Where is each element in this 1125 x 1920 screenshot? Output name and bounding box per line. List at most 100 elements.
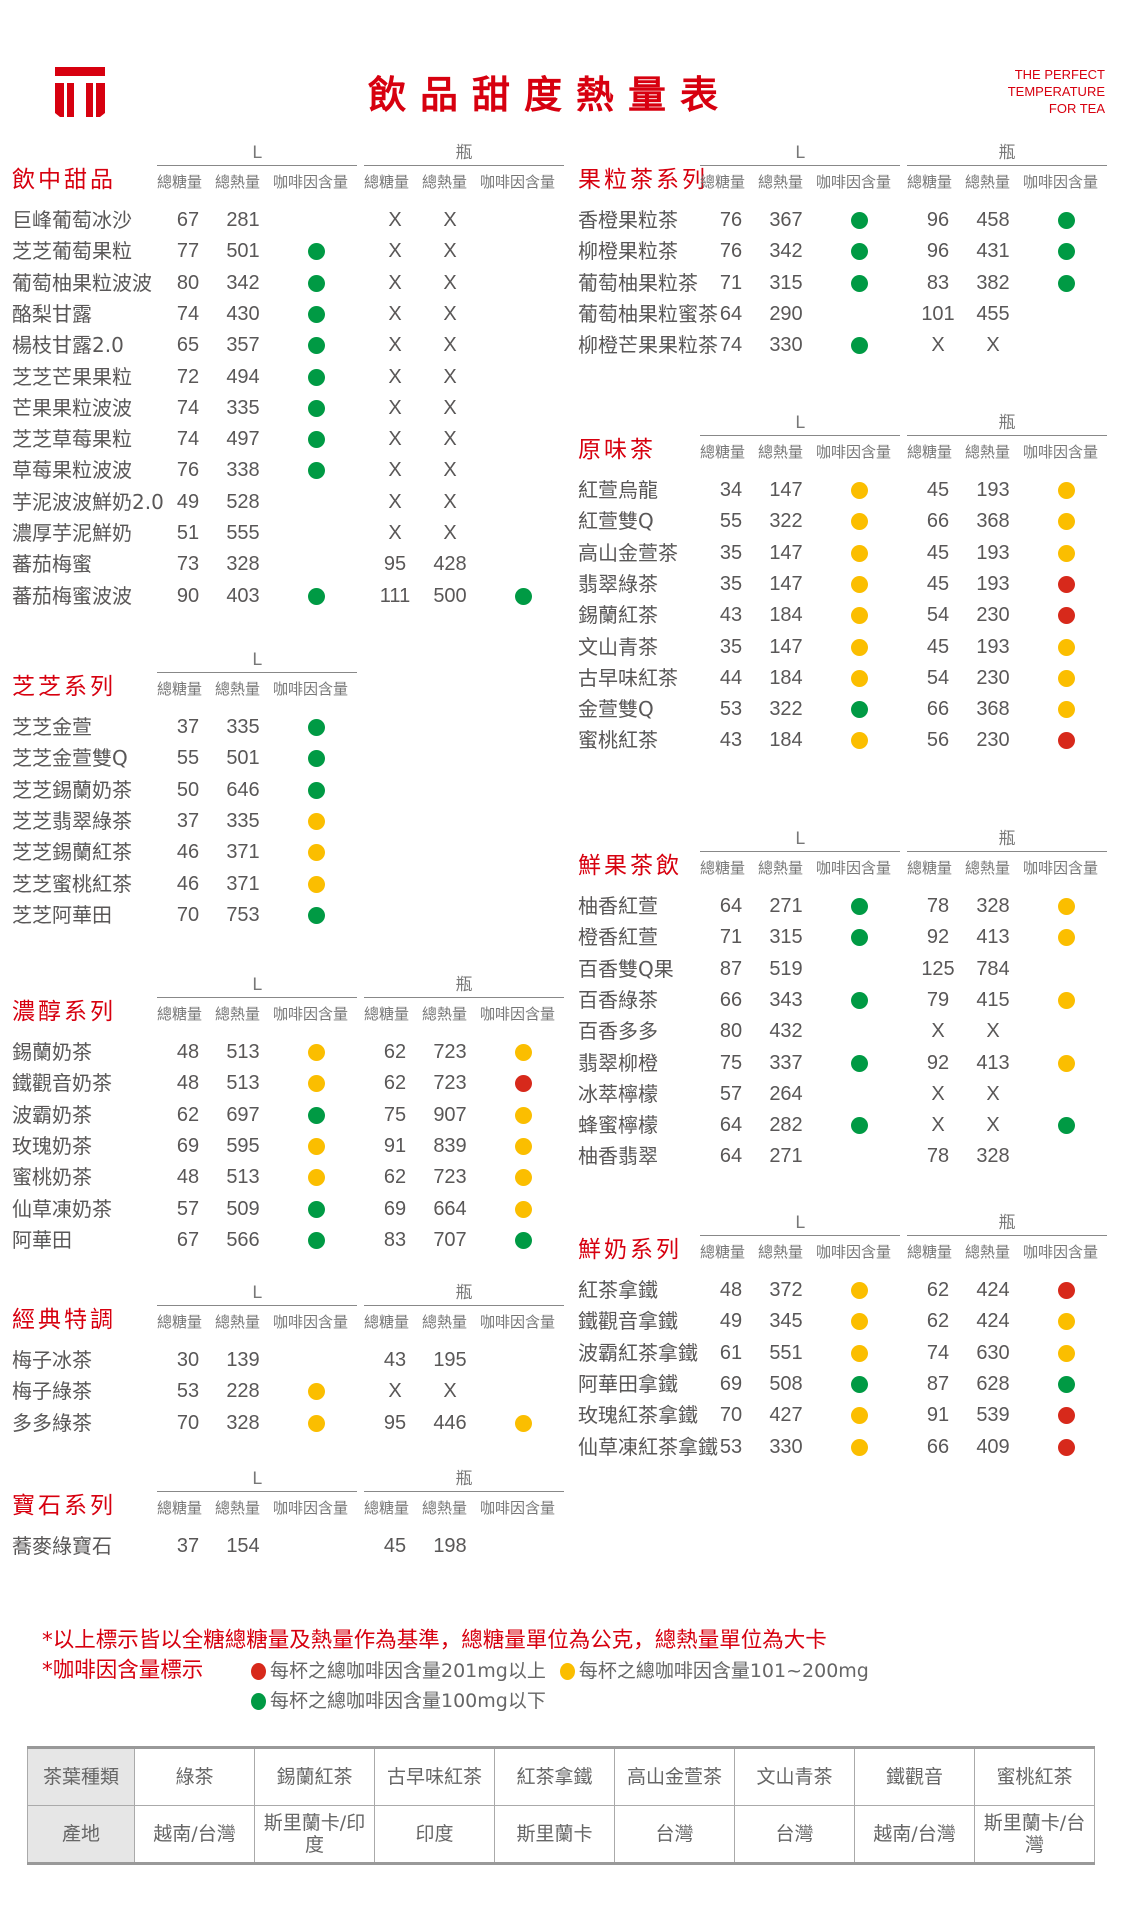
header-caffeine: 咖啡因含量 — [273, 1005, 349, 1023]
header-calories: 總熱量 — [215, 1313, 261, 1331]
yellow-caffeine-dot-icon — [515, 1169, 532, 1187]
sugar-value: 101 — [921, 302, 955, 325]
header-caffeine: 咖啡因含量 — [1023, 1243, 1099, 1261]
sugar-value: 74 — [176, 302, 200, 325]
legend-text-high: 每杯之總咖啡因含量201mg以上 — [270, 1660, 546, 1682]
calorie-value: 342 — [769, 240, 803, 263]
green-caffeine-dot-icon — [1058, 212, 1075, 229]
size-divider — [907, 165, 1107, 166]
notes: *以上標示皆以全糖總糖量及熱量作為基準，總糖量單位為公克，總熱量單位為大卡 *咖… — [42, 1626, 883, 1716]
header-caffeine: 咖啡因含量 — [816, 1243, 892, 1261]
sugar-value: 30 — [176, 1349, 200, 1371]
green-caffeine-dot-icon — [851, 1054, 868, 1072]
green-caffeine-dot-icon — [851, 274, 868, 292]
section-title: 濃醇系列 — [12, 999, 116, 1025]
sugar-value: 34 — [719, 479, 743, 501]
table-cell: 錫蘭紅茶 — [254, 1747, 375, 1806]
tagline-line: THE PERFECT — [1014, 67, 1105, 82]
sugar-value: 53 — [176, 1380, 200, 1403]
yellow-dot-icon — [559, 1662, 575, 1680]
green-caffeine-dot-icon — [851, 1375, 868, 1393]
sugar-value: 48 — [176, 1041, 200, 1063]
size-label-large: L — [252, 975, 262, 995]
sugar-value: 71 — [719, 271, 743, 294]
calorie-value: 271 — [769, 895, 803, 917]
sugar-value: 79 — [926, 988, 950, 1011]
calorie-value: 282 — [769, 1114, 803, 1137]
size-label-large: L — [252, 143, 262, 163]
green-caffeine-dot-icon — [308, 399, 325, 417]
yellow-caffeine-dot-icon — [851, 732, 868, 750]
yellow-caffeine-dot-icon — [851, 1344, 868, 1362]
size-label-bottle: 瓶 — [998, 829, 1016, 849]
sugar-value: X — [931, 334, 945, 357]
header-sugar: 總糖量 — [700, 1243, 746, 1261]
drink-name: 芒果果粒波波 — [12, 395, 132, 420]
header-caffeine: 咖啡因含量 — [1023, 859, 1099, 877]
green-caffeine-dot-icon — [308, 1200, 325, 1218]
size-label-large: L — [795, 413, 805, 433]
yellow-caffeine-dot-icon — [851, 607, 868, 625]
drink-name: 文山青茶 — [578, 634, 658, 659]
calorie-value: 230 — [976, 604, 1010, 627]
sugar-value: 35 — [719, 572, 743, 595]
tagline: THE PERFECT TEMPERATURE FOR TEA — [1008, 66, 1105, 117]
header-caffeine: 咖啡因含量 — [1023, 443, 1099, 461]
header-caffeine: 咖啡因含量 — [273, 173, 349, 191]
header-sugar: 總糖量 — [364, 1005, 410, 1023]
calorie-value: 195 — [433, 1349, 467, 1371]
calorie-value: 368 — [976, 698, 1010, 721]
sugar-value: X — [388, 522, 402, 544]
header-calories: 總熱量 — [422, 1005, 468, 1023]
calorie-value: 328 — [226, 553, 260, 576]
size-divider — [907, 1235, 1107, 1236]
size-divider — [700, 1235, 900, 1236]
header-calories: 總熱量 — [758, 173, 804, 191]
drink-name: 芝芝翡翠綠茶 — [12, 808, 132, 833]
header-caffeine: 咖啡因含量 — [480, 1499, 556, 1517]
calorie-value: 368 — [976, 510, 1010, 533]
tagline-line: TEMPERATURE — [1007, 84, 1105, 99]
header-caffeine: 咖啡因含量 — [816, 173, 892, 191]
section-title: 果粒茶系列 — [578, 167, 708, 193]
sugar-value: 64 — [719, 1145, 743, 1168]
calorie-value: 501 — [226, 240, 260, 263]
calorie-value: 513 — [226, 1041, 260, 1063]
sugar-value: X — [388, 334, 402, 357]
calorie-value: 228 — [226, 1380, 260, 1403]
legend-text-low: 每杯之總咖啡因含量100mg以下 — [270, 1690, 546, 1712]
size-divider — [364, 1491, 564, 1492]
sugar-value: 74 — [176, 428, 200, 451]
size-label-large: L — [252, 1283, 262, 1303]
calorie-value: 697 — [226, 1103, 260, 1126]
sugar-value: 87 — [926, 1372, 950, 1395]
red-dot-icon — [251, 1662, 266, 1680]
calorie-value: X — [986, 1020, 1000, 1043]
drink-name: 高山金萱茶 — [578, 540, 678, 565]
calorie-value: 513 — [226, 1072, 260, 1095]
calorie-value: X — [443, 209, 457, 231]
header-sugar: 總糖量 — [907, 859, 953, 877]
drink-name: 蜜桃奶茶 — [12, 1165, 92, 1190]
section-title: 鮮果茶飲 — [578, 853, 682, 879]
green-caffeine-dot-icon — [308, 305, 325, 323]
size-label-large: L — [252, 1469, 262, 1489]
size-label-bottle: 瓶 — [998, 413, 1016, 433]
header-sugar: 總糖量 — [700, 173, 746, 191]
tagline-line: FOR TEA — [1048, 101, 1105, 116]
green-caffeine-dot-icon — [308, 719, 325, 736]
sugar-value: 67 — [176, 1228, 200, 1251]
drink-name: 鐵觀音奶茶 — [12, 1071, 112, 1096]
sugar-value: 45 — [383, 1535, 407, 1557]
calorie-value: 345 — [769, 1310, 803, 1333]
yellow-caffeine-dot-icon — [851, 1313, 868, 1331]
calorie-value: 509 — [226, 1197, 260, 1220]
table-cell: 蜜桃紅茶 — [974, 1747, 1095, 1806]
header-caffeine: 咖啡因含量 — [1023, 173, 1099, 191]
drink-name: 濃厚芋泥鮮奶 — [12, 521, 132, 545]
sugar-value: 45 — [926, 572, 950, 595]
sugar-value: 78 — [926, 895, 950, 917]
sugar-value: 92 — [926, 1051, 950, 1074]
sugar-value: 49 — [176, 490, 200, 513]
calorie-value: 458 — [976, 209, 1010, 231]
